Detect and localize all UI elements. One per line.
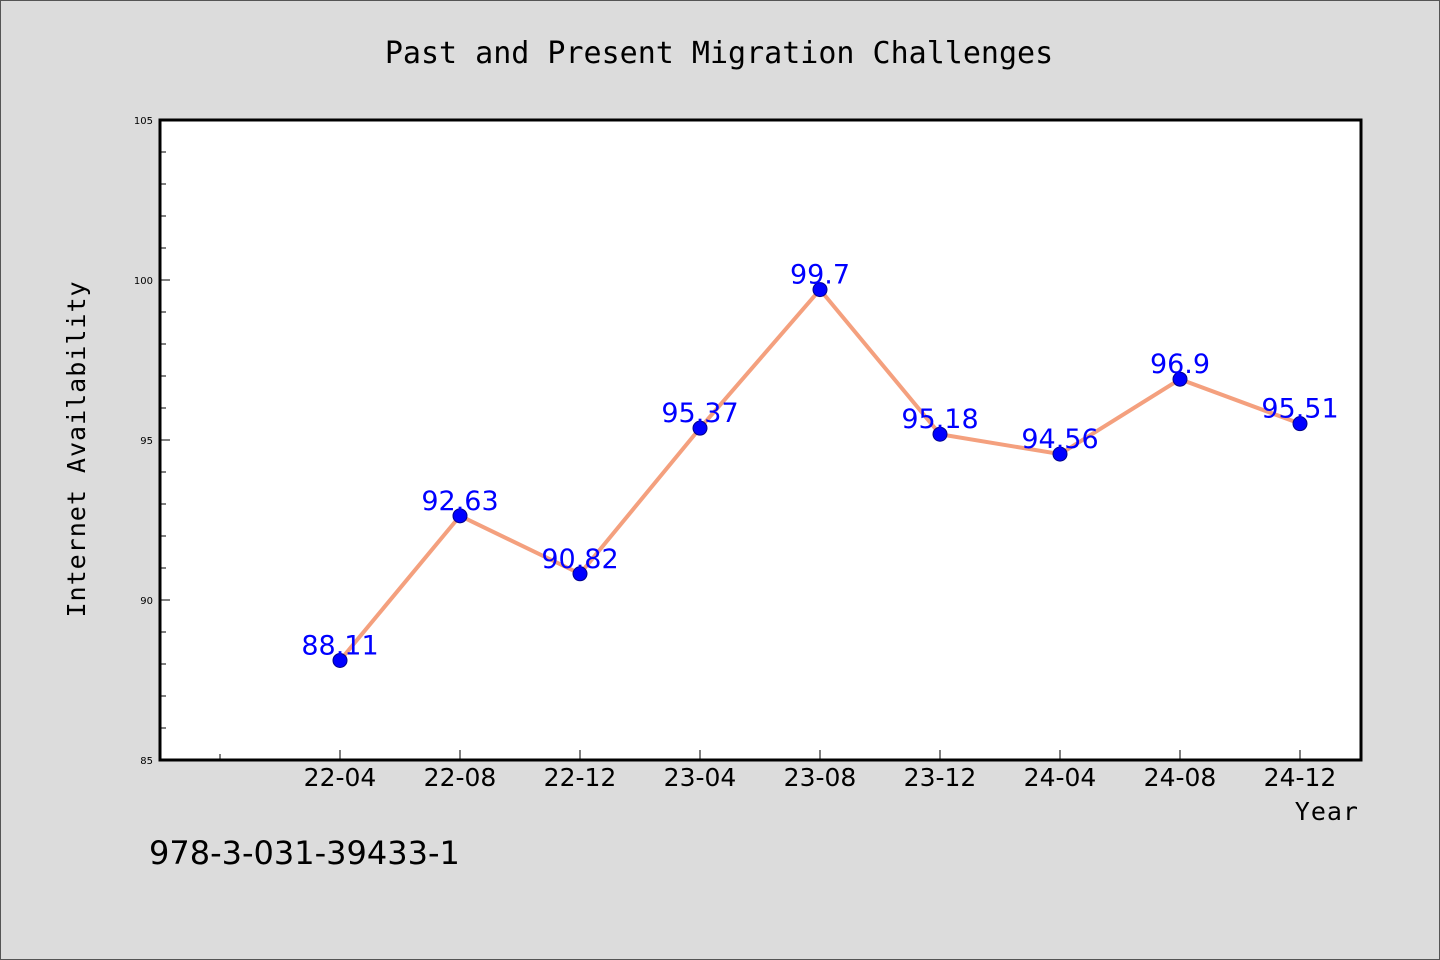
data-label: 99.7 (790, 260, 850, 291)
data-label: 90.82 (541, 544, 618, 575)
data-point (1292, 416, 1308, 432)
y-tick-label: 100 (134, 276, 153, 287)
data-label: 94.56 (1021, 424, 1098, 455)
x-tick-label: 23-04 (664, 763, 737, 792)
data-point (692, 420, 708, 436)
x-tick-label: 22-04 (304, 763, 377, 792)
y-tick-label: 85 (140, 756, 153, 767)
data-point (452, 508, 468, 524)
data-point (572, 566, 588, 582)
data-label: 95.51 (1261, 394, 1338, 425)
plot-area (158, 118, 1363, 762)
x-axis-ticks: 22-04 22-08 22-12 23-04 23-08 23-12 24-04 24-08… (219, 750, 1337, 792)
x-tick-label: 24-08 (1144, 763, 1217, 792)
data-point (812, 282, 828, 298)
x-tick-label: 22-12 (544, 763, 617, 792)
x-tick-label: 23-12 (904, 763, 977, 792)
y-tick-label: 90 (140, 596, 153, 607)
y-tick-label: 95 (140, 436, 153, 447)
data-point (332, 652, 348, 668)
y-axis-ticks: 85 90 95 100 105 (134, 116, 170, 767)
data-label: 95.37 (661, 398, 738, 429)
data-markers (332, 282, 1308, 668)
y-tick-label: 105 (134, 116, 153, 127)
isbn-footnote: 978-3-031-39433-1 (149, 834, 460, 872)
x-tick-label: 24-12 (1264, 763, 1337, 792)
data-label: 96.9 (1150, 349, 1210, 380)
data-labels: 88.11 92.63 90.82 95.37 99.7 95.18 94.56 96.9 95… (301, 260, 1338, 662)
data-point (932, 426, 948, 442)
data-point (1172, 371, 1188, 387)
data-point (1052, 446, 1068, 462)
y-axis-label: Internet Availability (62, 280, 91, 617)
x-tick-label: 22-08 (424, 763, 497, 792)
chart-title: Past and Present Migration Challenges (385, 36, 1053, 71)
data-label: 95.18 (901, 404, 978, 435)
data-label: 92.63 (421, 486, 498, 517)
x-tick-label: 24-04 (1024, 763, 1097, 792)
x-axis-label: Year (1295, 797, 1359, 826)
data-label: 88.11 (301, 630, 378, 661)
x-tick-label: 23-08 (784, 763, 857, 792)
